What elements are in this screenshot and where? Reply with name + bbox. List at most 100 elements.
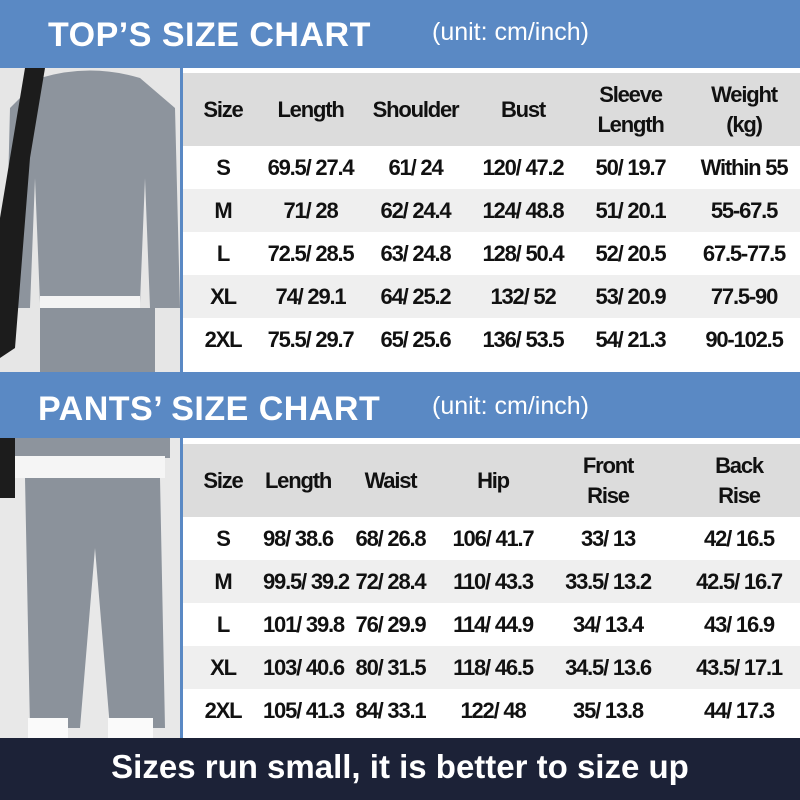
measurement-cell: 35/ 13.8: [573, 697, 644, 723]
column-header: Shoulder: [358, 73, 473, 146]
measurement-cell: 110/ 43.3: [448, 560, 538, 603]
measurement-cell: 69.5/ 27.4: [267, 154, 355, 180]
size-cell: 2XL: [204, 326, 243, 352]
measurement-cell: 72/ 28.4: [333, 560, 448, 603]
tops-unit: (unit: cm/inch): [432, 18, 589, 46]
table-header-row: Size Length Shoulder Bust Sleeve Length Weight…: [183, 73, 800, 146]
column-header: Waist: [333, 444, 448, 517]
size-cell: XL: [183, 646, 263, 689]
column-header-line: Length: [277, 96, 344, 122]
column-header-line: Rise: [587, 482, 630, 508]
measurement-cell: 53/ 20.9: [573, 275, 688, 318]
measurement-cell: 76/ 29.9: [355, 611, 427, 637]
model-photo-top: [0, 68, 180, 372]
measurement-cell: 124/ 48.8: [473, 189, 573, 232]
measurement-cell: 128/ 50.4: [482, 240, 565, 266]
measurement-cell: 65/ 25.6: [380, 326, 452, 352]
model-photo-pants: [0, 438, 180, 738]
tops-title: TOP’S SIZE CHART: [48, 16, 371, 54]
measurement-cell: 52/ 20.5: [595, 240, 667, 266]
column-header-line: Rise: [718, 482, 761, 508]
column-header-line: Sleeve: [599, 81, 663, 107]
measurement-cell: 106/ 41.7: [452, 525, 535, 551]
column-header: Back Rise: [678, 444, 800, 517]
measurement-cell: 51/ 20.1: [573, 189, 688, 232]
measurement-cell: 62/ 24.4: [358, 189, 473, 232]
pants-banner: PANTS’ SIZE CHART (unit: cm/inch): [0, 372, 800, 438]
column-header: Front Rise: [538, 444, 678, 517]
size-cell: S: [216, 154, 231, 180]
measurement-cell: 34.5/ 13.6: [538, 646, 678, 689]
size-cell: 2XL: [204, 697, 243, 723]
table-row: L 72.5/ 28.5 63/ 24.8 128/ 50.4 52/ 20.5 67.5…: [183, 232, 800, 275]
column-header: Bust: [473, 73, 573, 146]
measurement-cell: 80/ 31.5: [333, 646, 448, 689]
measurement-cell: 33.5/ 13.2: [538, 560, 678, 603]
column-header: Weight (kg): [688, 73, 800, 146]
frame-divider: [180, 438, 183, 738]
measurement-cell: 71/ 28: [263, 189, 358, 232]
sweatshirt-photo: [0, 68, 180, 372]
table-row: XL 74/ 29.1 64/ 25.2 132/ 52 53/ 20.9 77.5-90: [183, 275, 800, 318]
measurement-cell: 67.5-77.5: [702, 240, 786, 266]
size-cell: XL: [183, 275, 263, 318]
size-cell: M: [183, 189, 263, 232]
measurement-cell: 43/ 16.9: [704, 611, 775, 637]
measurement-cell: 75.5/ 29.7: [267, 326, 355, 352]
pants-size-table: Size Length Waist Hip Front Rise Back Rise S 98/…: [183, 444, 800, 732]
table-row: S 69.5/ 27.4 61/ 24 120/ 47.2 50/ 19.7 Within…: [183, 146, 800, 189]
measurement-cell: 72.5/ 28.5: [267, 240, 355, 266]
tops-banner: TOP’S SIZE CHART (unit: cm/inch): [0, 0, 800, 68]
column-header-line: Size: [203, 96, 243, 122]
column-header-line: Front: [582, 452, 634, 478]
measurement-cell: 122/ 48: [460, 697, 526, 723]
measurement-cell: 114/ 44.9: [453, 611, 534, 637]
table-row: 2XL 105/ 41.3 84/ 33.1 122/ 48 35/ 13.8 44/ 1…: [183, 689, 800, 732]
measurement-cell: 43.5/ 17.1: [678, 646, 800, 689]
measurement-cell: 61/ 24: [388, 154, 444, 180]
column-header-line: Length: [597, 111, 664, 137]
measurement-cell: 103/ 40.6: [263, 646, 345, 689]
column-header-line: (kg): [726, 111, 763, 137]
table-row: 2XL 75.5/ 29.7 65/ 25.6 136/ 53.5 54/ 21.3 90…: [183, 318, 800, 361]
column-header-line: Weight: [711, 81, 778, 107]
measurement-cell: 101/ 39.8: [263, 611, 345, 637]
table-row: XL 103/ 40.6 80/ 31.5 118/ 46.5 34.5/ 13.6 43…: [183, 646, 800, 689]
column-header: Length: [263, 444, 333, 517]
column-header-line: Back: [715, 452, 764, 478]
measurement-cell: 42.5/ 16.7: [678, 560, 800, 603]
pants-unit: (unit: cm/inch): [432, 392, 589, 420]
measurement-cell: 99.5/ 39.2: [263, 560, 350, 603]
measurement-cell: 118/ 46.5: [448, 646, 538, 689]
column-header-line: Bust: [500, 96, 546, 122]
column-header-line: Size: [203, 467, 243, 493]
column-header: Length: [263, 73, 358, 146]
measurement-cell: 50/ 19.7: [595, 154, 667, 180]
measurement-cell: 64/ 25.2: [358, 275, 473, 318]
measurement-cell: 54/ 21.3: [595, 326, 667, 352]
measurement-cell: 63/ 24.8: [380, 240, 452, 266]
table-row: S 98/ 38.6 68/ 26.8 106/ 41.7 33/ 13 42/ 16.5: [183, 517, 800, 560]
measurement-cell: 33/ 13: [581, 525, 636, 551]
measurement-cell: 120/ 47.2: [482, 154, 565, 180]
measurement-cell: 132/ 52: [473, 275, 573, 318]
table-row: M 71/ 28 62/ 24.4 124/ 48.8 51/ 20.1 55-67.5: [183, 189, 800, 232]
measurement-cell: Within 55: [700, 154, 789, 180]
table-header-row: Size Length Waist Hip Front Rise Back Rise: [183, 444, 800, 517]
column-header-line: Shoulder: [372, 96, 460, 122]
table-row: M 99.5/ 39.2 72/ 28.4 110/ 43.3 33.5/ 13.2 42…: [183, 560, 800, 603]
size-cell: S: [216, 525, 231, 551]
size-cell: M: [183, 560, 263, 603]
column-header-line: Hip: [477, 467, 510, 493]
measurement-cell: 84/ 33.1: [355, 697, 427, 723]
column-header: Sleeve Length: [573, 73, 688, 146]
measurement-cell: 77.5-90: [688, 275, 800, 318]
column-header: Hip: [448, 444, 538, 517]
measurement-cell: 136/ 53.5: [482, 326, 565, 352]
table-row: L 101/ 39.8 76/ 29.9 114/ 44.9 34/ 13.4 43/ 1…: [183, 603, 800, 646]
frame-divider: [180, 68, 183, 372]
column-header-line: Waist: [364, 467, 418, 493]
pants-title: PANTS’ SIZE CHART: [38, 390, 381, 428]
measurement-cell: 44/ 17.3: [704, 697, 775, 723]
measurement-cell: 55-67.5: [688, 189, 800, 232]
